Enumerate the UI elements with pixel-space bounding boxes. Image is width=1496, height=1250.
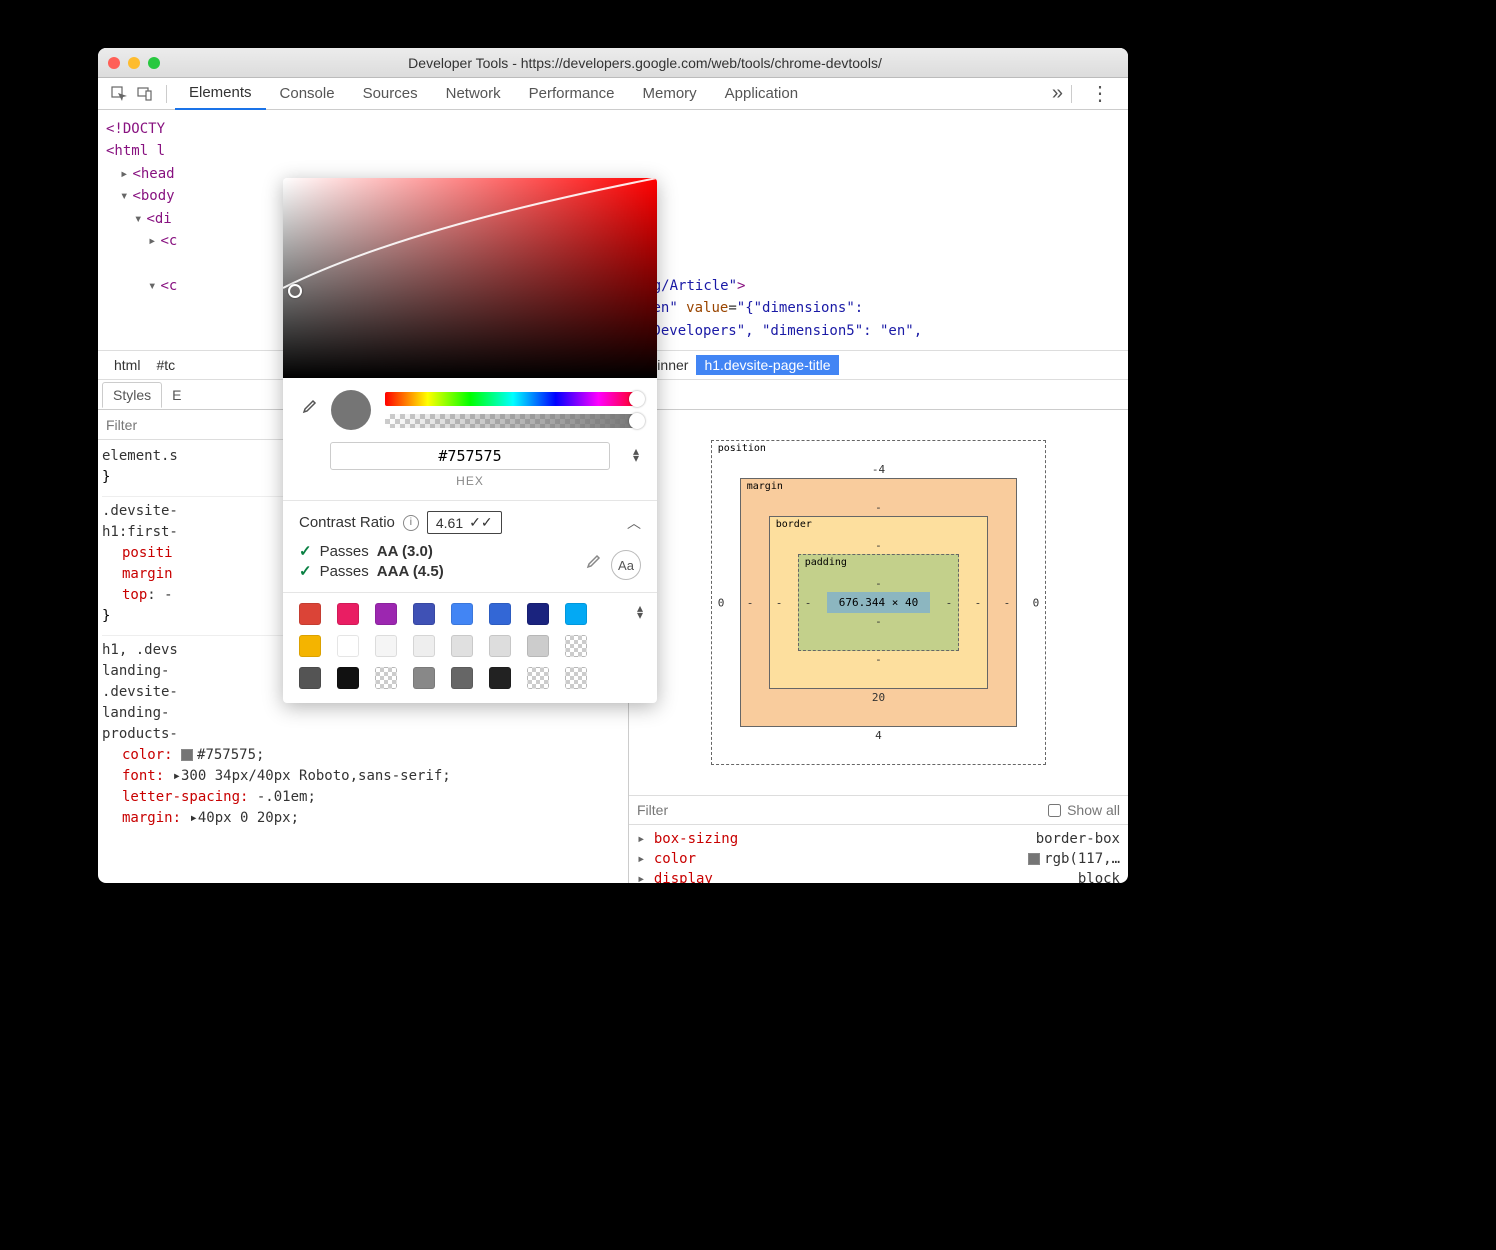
palette-swatch[interactable] [451,667,473,689]
inspect-element-icon[interactable] [106,86,132,102]
hue-slider[interactable] [385,392,641,406]
computed-filter-input[interactable]: Filter [637,802,668,818]
dom-node[interactable]: <!DOCTY [106,121,165,137]
dom-node[interactable]: <c [160,233,177,249]
breadcrumb-item-selected[interactable]: h1.devsite-page-title [696,355,838,375]
tab-elements[interactable]: Elements [175,78,266,110]
text-preview[interactable]: Aa [611,550,641,580]
palette-swatch[interactable] [299,635,321,657]
computed-filter-row: Filter Show all [629,795,1128,825]
check-icon: ✓ [299,562,312,580]
maximize-window-button[interactable] [148,57,160,69]
toolbar-separator [166,85,167,103]
window-controls [108,57,160,69]
dom-node[interactable]: <c [160,278,177,294]
saturation-value-field[interactable] [283,178,657,378]
contrast-section: Contrast Ratio i 4.61 ✓✓ ︿ ✓ Passes AA (… [283,500,657,592]
titlebar: Developer Tools - https://developers.goo… [98,48,1128,78]
show-all-checkbox[interactable] [1048,804,1061,817]
breadcrumb-item[interactable]: html [106,355,148,375]
more-tabs-icon[interactable]: » [1052,82,1063,105]
info-icon[interactable]: i [403,515,419,531]
palette-swatch[interactable] [413,667,435,689]
toolbar-separator [1071,85,1072,103]
format-switch-icon[interactable]: ▴▾ [633,448,639,462]
palette-swatch[interactable] [565,603,587,625]
check-icon: ✓ [299,542,312,560]
palette-swatch[interactable] [451,635,473,657]
tab-memory[interactable]: Memory [629,78,711,110]
box-model: position -4 0 0 margin - - - border - [629,410,1128,795]
sub-tab-styles[interactable]: Styles [102,382,162,408]
dom-node[interactable]: <html l [106,143,165,159]
computed-panel: position -4 0 0 margin - - - border - [628,410,1128,883]
main-toolbar: Elements Console Sources Network Perform… [98,78,1128,110]
color-swatch [1028,853,1040,865]
palette-swatch[interactable] [375,603,397,625]
dom-node[interactable]: <di [146,211,171,227]
tab-network[interactable]: Network [432,78,515,110]
hex-label: HEX [456,474,484,488]
satval-handle[interactable] [288,284,302,298]
eyedropper-icon[interactable] [299,399,317,422]
computed-properties[interactable]: box-sizing border-box color rgb(117,… di… [629,825,1128,883]
palette-swatch[interactable] [299,603,321,625]
palette-swatch[interactable] [337,603,359,625]
palette-swatch[interactable] [375,635,397,657]
tab-application[interactable]: Application [711,78,812,110]
palette-swatch[interactable] [413,603,435,625]
palette-section: ▴▾ [283,592,657,703]
minimize-window-button[interactable] [128,57,140,69]
tab-sources[interactable]: Sources [349,78,432,110]
color-picker: HEX ▴▾ Contrast Ratio i 4.61 ✓✓ ︿ ✓ Pass… [283,178,657,703]
kebab-menu-icon[interactable]: ⋮ [1080,81,1120,106]
tab-performance[interactable]: Performance [515,78,629,110]
sub-tab-partial[interactable]: E [162,383,191,407]
palette-switch-icon[interactable]: ▴▾ [637,605,643,619]
palette-swatch[interactable] [489,635,511,657]
palette-swatch[interactable] [413,635,435,657]
palette-swatch[interactable] [527,667,549,689]
device-toggle-icon[interactable] [132,86,158,102]
close-window-button[interactable] [108,57,120,69]
contrast-label: Contrast Ratio [299,514,395,531]
collapse-icon[interactable]: ︿ [627,513,641,533]
eyedropper-icon[interactable] [583,554,601,576]
palette-swatch[interactable] [337,635,359,657]
palette-swatch[interactable] [451,603,473,625]
alpha-handle[interactable] [629,413,645,429]
dom-node[interactable]: <head [132,166,174,182]
contrast-ratio-box: 4.61 ✓✓ [427,511,502,534]
palette-swatch[interactable] [527,635,549,657]
palette-swatch[interactable] [337,667,359,689]
palette-swatch[interactable] [489,603,511,625]
current-color-swatch [331,390,371,430]
hex-input[interactable] [330,442,610,470]
box-model-content: 676.344 × 40 [827,592,930,613]
palette-swatch[interactable] [565,635,587,657]
window-title: Developer Tools - https://developers.goo… [172,55,1118,71]
palette-swatch[interactable] [565,667,587,689]
hue-handle[interactable] [629,391,645,407]
palette-swatch[interactable] [489,667,511,689]
tab-console[interactable]: Console [266,78,349,110]
palette-swatch[interactable] [299,667,321,689]
palette-swatch[interactable] [527,603,549,625]
dom-node[interactable]: <body [132,188,174,204]
alpha-slider[interactable] [385,414,641,428]
breadcrumb-item[interactable]: #tc [148,355,183,375]
styles-filter-input[interactable]: Filter [106,417,137,433]
palette-swatch[interactable] [375,667,397,689]
color-swatch[interactable] [181,749,193,761]
